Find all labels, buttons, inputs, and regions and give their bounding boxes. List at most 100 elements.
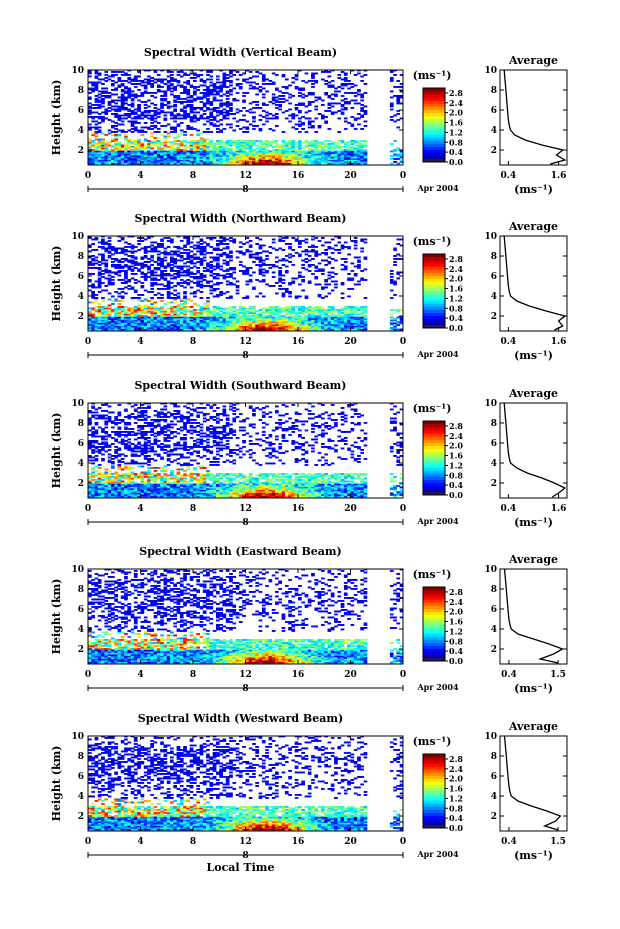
heatmap-cell bbox=[173, 310, 177, 313]
heatmap-cell bbox=[304, 253, 309, 256]
heatmap-cell bbox=[133, 155, 138, 157]
heatmap-cell bbox=[133, 256, 138, 259]
heatmap-cell bbox=[291, 255, 296, 257]
heatmap-cell bbox=[176, 114, 181, 117]
heatmap-cell bbox=[107, 324, 112, 326]
heatmap-cell bbox=[147, 155, 151, 157]
heatmap-cell bbox=[127, 261, 132, 263]
heatmap-cell bbox=[317, 240, 322, 242]
heatmap-cell bbox=[199, 285, 204, 287]
heatmap-cell bbox=[202, 270, 207, 272]
heatmap-cell bbox=[216, 86, 220, 88]
heatmap-cell bbox=[163, 104, 168, 106]
heatmap-cell bbox=[275, 74, 279, 76]
heatmap-cell bbox=[311, 83, 315, 85]
heatmap-cell bbox=[301, 150, 305, 153]
heatmap-cell bbox=[307, 328, 312, 331]
heatmap-cell bbox=[153, 274, 158, 277]
heatmap-cell bbox=[147, 246, 151, 248]
heatmap-cell bbox=[163, 253, 168, 256]
heatmap-cell bbox=[350, 147, 355, 150]
heatmap-cell bbox=[133, 143, 138, 145]
heatmap-cell bbox=[235, 162, 240, 165]
heatmap-cell bbox=[94, 150, 99, 153]
heatmap-cell bbox=[88, 267, 92, 269]
heatmap-cell bbox=[284, 146, 289, 148]
heatmap-cell bbox=[193, 116, 197, 118]
heatmap-cell bbox=[130, 95, 135, 97]
heatmap-cell bbox=[147, 147, 151, 150]
heatmap-cell bbox=[111, 246, 115, 248]
heatmap-cell bbox=[199, 243, 204, 245]
heatmap-cell bbox=[334, 161, 338, 163]
heatmap-cell bbox=[147, 307, 151, 310]
heatmap-cell bbox=[91, 89, 95, 91]
heatmap-cell bbox=[143, 90, 148, 93]
heatmap-cell bbox=[202, 146, 207, 148]
heatmap-cell bbox=[216, 128, 220, 130]
heatmap-cell bbox=[261, 318, 266, 320]
heatmap-cell bbox=[324, 110, 328, 112]
heatmap-cell bbox=[340, 78, 345, 81]
heatmap-cell bbox=[248, 144, 253, 147]
heatmap-cell bbox=[222, 276, 227, 278]
heatmap-cell bbox=[206, 71, 210, 73]
heatmap-cell bbox=[199, 297, 204, 299]
heatmap-cell bbox=[311, 101, 315, 103]
heatmap-cell bbox=[88, 310, 92, 313]
heatmap-cell bbox=[150, 114, 154, 117]
heatmap-cell bbox=[294, 322, 299, 325]
heatmap-cell bbox=[183, 324, 187, 326]
heatmap-cell bbox=[235, 150, 240, 153]
heatmap-cell bbox=[166, 318, 171, 320]
heatmap-cell bbox=[219, 86, 223, 88]
heatmap-cell bbox=[396, 102, 401, 105]
heatmap-cell bbox=[97, 156, 102, 159]
heatmap-cell bbox=[314, 152, 319, 154]
heatmap-cell bbox=[130, 150, 135, 153]
heatmap-cell bbox=[229, 295, 233, 298]
heatmap-cell bbox=[107, 282, 112, 284]
heatmap-cell bbox=[357, 264, 361, 266]
heatmap-cell bbox=[150, 116, 154, 118]
heatmap-cell bbox=[216, 78, 220, 81]
heatmap-cell bbox=[133, 96, 138, 99]
heatmap-cell bbox=[255, 316, 259, 319]
heatmap-cell bbox=[219, 146, 223, 148]
heatmap-cell bbox=[330, 84, 335, 87]
heatmap-cell bbox=[307, 161, 312, 163]
heatmap-cell bbox=[261, 150, 266, 153]
heatmap-cell bbox=[281, 86, 286, 88]
heatmap-cell bbox=[212, 327, 217, 329]
heatmap-cell bbox=[114, 313, 118, 316]
heatmap-cell bbox=[350, 99, 355, 102]
heatmap-cell bbox=[229, 72, 233, 75]
heatmap-cell bbox=[212, 123, 217, 126]
heatmap-cell bbox=[127, 265, 132, 268]
heatmap-cell bbox=[189, 143, 194, 145]
heatmap-cell bbox=[301, 307, 305, 310]
heatmap-cell bbox=[88, 150, 92, 153]
heatmap-cell bbox=[179, 108, 184, 111]
heatmap-cell bbox=[304, 328, 309, 331]
heatmap-cell bbox=[360, 149, 364, 151]
heatmap-cell bbox=[140, 286, 145, 289]
heatmap-cell bbox=[124, 258, 128, 260]
heatmap-cell bbox=[124, 324, 128, 326]
heatmap-cell bbox=[242, 321, 246, 323]
heatmap-cell bbox=[94, 156, 99, 159]
heatmap-cell bbox=[88, 147, 92, 150]
heatmap-cell bbox=[271, 265, 276, 268]
heatmap-cell bbox=[275, 265, 279, 268]
heatmap-cell bbox=[311, 325, 315, 328]
heatmap-cell bbox=[222, 116, 227, 118]
heatmap-cell bbox=[324, 313, 328, 316]
heatmap-cell bbox=[176, 318, 181, 320]
heatmap-cell bbox=[261, 147, 266, 150]
heatmap-cell bbox=[229, 159, 233, 162]
heatmap-cell bbox=[212, 265, 217, 268]
heatmap-cell bbox=[196, 119, 200, 121]
heatmap-cell bbox=[393, 150, 397, 153]
heatmap-cell bbox=[261, 93, 266, 96]
heatmap-cell bbox=[324, 161, 328, 163]
